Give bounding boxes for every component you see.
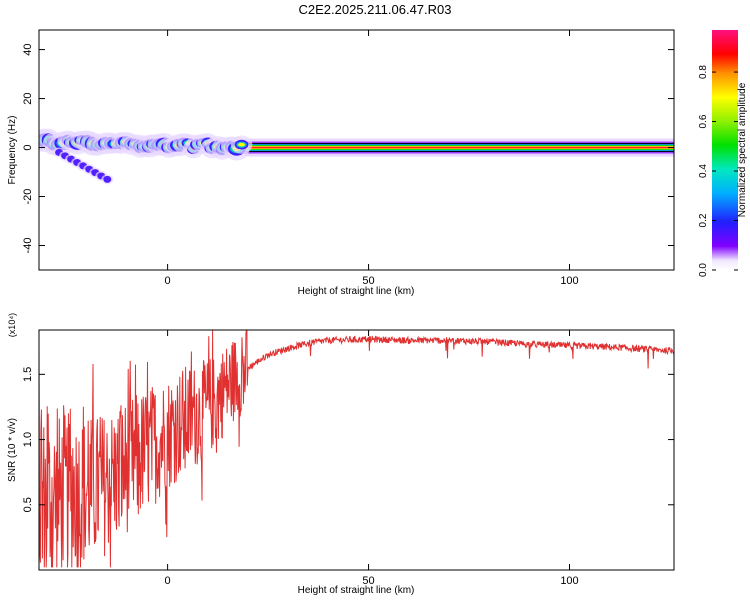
x-tick-label: 0 xyxy=(165,275,171,287)
spectral-blob xyxy=(238,142,245,147)
colorbar-tick-label: 0.6 xyxy=(698,114,709,128)
x-tick-label: 50 xyxy=(362,575,374,587)
y-tick-label: -40 xyxy=(22,238,34,254)
x-tick-label: 0 xyxy=(165,575,171,587)
snr-y-axis-label: SNR (10 * v/v) xyxy=(7,418,18,482)
y-tick-label: 0.5 xyxy=(22,497,34,512)
y-tick-label: -20 xyxy=(22,189,34,205)
x-tick-label: 100 xyxy=(560,575,578,587)
spectrogram-heatmap xyxy=(39,128,674,185)
spectrogram-y-axis-label: Frequency (Hz) xyxy=(7,116,18,185)
spectrogram-ticks: 0 50 100 40 20 0 -20 -40 xyxy=(22,30,674,287)
snr-ticks: 0 50 100 0.5 1.0 1.5 xyxy=(22,330,674,587)
y-tick-label: 40 xyxy=(22,43,34,55)
colorbar-label: Normalized spectral amplitude xyxy=(737,82,748,217)
colorbar: 0.0 0.2 0.4 0.6 0.8 Normalized spectral ampl… xyxy=(698,30,748,277)
snr-series-line xyxy=(39,330,674,568)
snr-frame xyxy=(38,329,675,571)
colorbar-tick-label: 0.0 xyxy=(698,263,709,277)
y-tick-label: 20 xyxy=(22,92,34,104)
y-tick-label: 1.5 xyxy=(22,367,34,382)
colorbar-gradient xyxy=(712,30,738,270)
colorbar-tick-label: 0.8 xyxy=(698,65,709,79)
colorbar-tick-label: 0.4 xyxy=(698,164,709,178)
spectrogram-x-axis-label: Height of straight line (km) xyxy=(298,286,415,297)
spectral-band xyxy=(243,146,674,149)
snr-panel: 0 50 100 0.5 1.0 1.5 Height of straight line … xyxy=(7,313,675,596)
snr-y-multiplier: (x10⁴) xyxy=(7,313,17,337)
spectrogram-panel: 0 50 100 40 20 0 -20 -40 Height of straight lin… xyxy=(7,29,675,297)
x-tick-label: 100 xyxy=(560,275,578,287)
chart-title: C2E2.2025.211.06.47.R03 xyxy=(298,2,452,17)
colorbar-tick-label: 0.2 xyxy=(698,213,709,227)
branch-blob xyxy=(103,175,112,183)
spectrogram-frame xyxy=(38,29,675,271)
x-tick-label: 50 xyxy=(362,275,374,287)
y-tick-label: 1.0 xyxy=(22,432,34,447)
snr-x-axis-label: Height of straight line (km) xyxy=(298,585,415,596)
colorbar-ticks: 0.0 0.2 0.4 0.6 0.8 xyxy=(698,65,738,277)
y-tick-label: 0 xyxy=(22,144,34,150)
